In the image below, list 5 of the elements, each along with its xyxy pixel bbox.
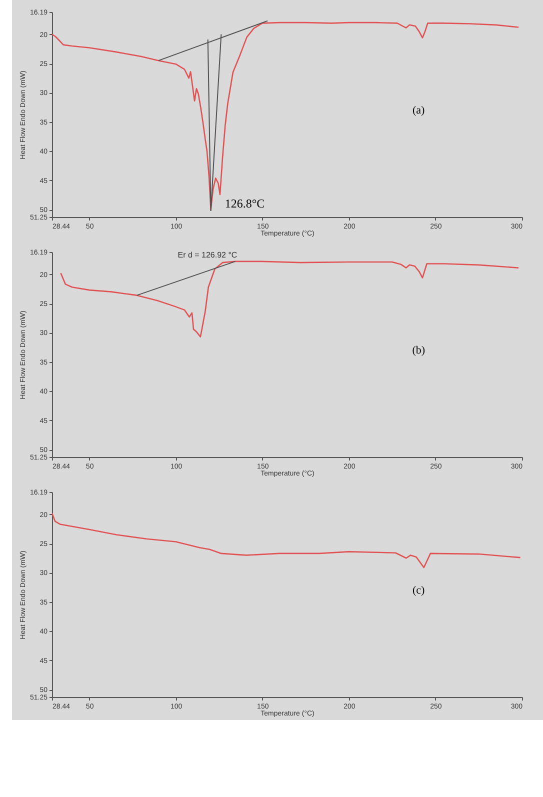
- annotation: (b): [412, 344, 426, 356]
- annotation: 126.8°C: [224, 196, 265, 211]
- annotation: Er d = 126.92 °C: [178, 250, 238, 260]
- annotation: (a): [412, 104, 426, 116]
- annotation: (c): [412, 584, 426, 596]
